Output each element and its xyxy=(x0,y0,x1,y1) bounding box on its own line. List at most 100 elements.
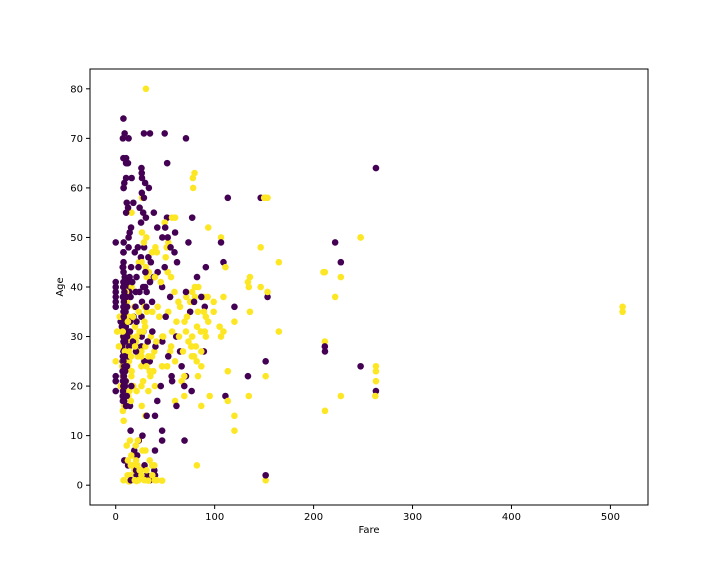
scatter-point xyxy=(147,333,155,340)
scatter-point xyxy=(157,278,165,286)
scatter-point xyxy=(180,392,188,400)
scatter-point xyxy=(120,298,128,306)
scatter-point xyxy=(224,194,232,202)
scatter-point xyxy=(132,348,140,355)
scatter-point xyxy=(112,239,120,246)
scatter-point xyxy=(173,258,181,266)
scatter-point xyxy=(200,308,208,316)
scatter-point xyxy=(138,471,145,479)
scatter-point xyxy=(143,308,151,316)
scatter-point xyxy=(187,343,195,350)
scatter-point xyxy=(166,293,174,301)
scatter-point xyxy=(126,348,133,355)
scatter-point xyxy=(112,283,120,291)
scatter-point xyxy=(171,229,179,236)
scatter-point xyxy=(126,437,134,444)
scatter-point xyxy=(372,387,380,395)
scatter-point xyxy=(180,372,188,380)
scatter-point xyxy=(372,164,380,172)
scatter-point xyxy=(152,343,159,350)
scatter-point xyxy=(123,333,131,340)
scatter-point xyxy=(125,135,132,142)
scatter-point xyxy=(210,308,217,316)
scatter-point xyxy=(198,402,205,410)
scatter-point xyxy=(182,293,190,301)
scatter-point xyxy=(141,462,148,469)
x-tick-label: 400 xyxy=(502,512,521,523)
scatter-point xyxy=(257,283,264,291)
scatter-point xyxy=(217,333,225,340)
scatter-point xyxy=(163,159,171,167)
scatter-point xyxy=(121,338,129,345)
y-tick-label: 40 xyxy=(70,283,83,294)
scatter-point xyxy=(198,293,205,301)
scatter-point xyxy=(120,358,127,365)
scatter-point xyxy=(194,308,202,316)
scatter-point xyxy=(231,427,238,434)
scatter-point xyxy=(122,323,130,330)
scatter-point xyxy=(150,367,157,375)
scatter-point xyxy=(246,308,254,316)
scatter-point xyxy=(320,268,327,276)
scatter-point xyxy=(153,224,161,231)
scatter-point xyxy=(138,298,146,306)
scatter-point xyxy=(125,358,133,365)
scatter-point xyxy=(120,239,127,246)
scatter-point xyxy=(193,323,201,330)
scatter-point xyxy=(120,115,127,122)
scatter-point xyxy=(112,293,120,301)
scatter-point xyxy=(192,343,200,350)
scatter-point xyxy=(124,159,132,167)
y-tick-label: 30 xyxy=(70,332,83,343)
scatter-point xyxy=(171,358,179,365)
scatter-point xyxy=(217,239,225,246)
scatter-point xyxy=(133,471,140,479)
scatter-point xyxy=(188,333,196,340)
scatter-point xyxy=(158,477,166,484)
scatter-point xyxy=(126,471,134,479)
scatter-point xyxy=(149,308,156,316)
scatter-point xyxy=(220,293,227,301)
scatter-point xyxy=(121,367,129,375)
scatter-point xyxy=(321,407,329,415)
scatter-point xyxy=(181,437,188,444)
scatter-point xyxy=(154,268,161,276)
scatter-point xyxy=(112,303,120,311)
scatter-point xyxy=(153,249,161,256)
scatter-point xyxy=(143,303,150,311)
scatter-point xyxy=(171,214,179,221)
scatter-point xyxy=(141,323,149,330)
scatter-point xyxy=(158,283,166,291)
scatter-point xyxy=(178,362,185,370)
scatter-point xyxy=(141,318,148,325)
scatter-point xyxy=(210,298,217,306)
scatter-point xyxy=(158,362,166,370)
scatter-point xyxy=(124,457,132,464)
scatter-point xyxy=(198,362,205,370)
scatter-point xyxy=(167,244,174,251)
scatter-point xyxy=(372,367,380,375)
scatter-point xyxy=(124,204,132,212)
scatter-point xyxy=(146,358,154,365)
scatter-point xyxy=(137,253,145,261)
scatter-point xyxy=(245,283,253,291)
scatter-point xyxy=(138,258,145,266)
scatter-point xyxy=(176,303,184,311)
scatter-point xyxy=(145,353,152,360)
scatter-point xyxy=(152,338,160,345)
scatter-point xyxy=(186,308,194,316)
scatter-point xyxy=(164,308,172,316)
scatter-point xyxy=(123,303,131,311)
scatter-point xyxy=(120,313,128,321)
scatter-point xyxy=(139,328,147,335)
scatter-point xyxy=(244,372,252,380)
y-tick-label: 70 xyxy=(70,134,83,145)
scatter-point xyxy=(145,477,152,484)
scatter-point xyxy=(122,174,130,182)
scatter-point xyxy=(193,358,201,365)
scatter-point xyxy=(138,313,145,321)
scatter-point xyxy=(125,234,132,241)
scatter-point xyxy=(262,476,269,484)
x-tick-label: 100 xyxy=(205,512,224,523)
